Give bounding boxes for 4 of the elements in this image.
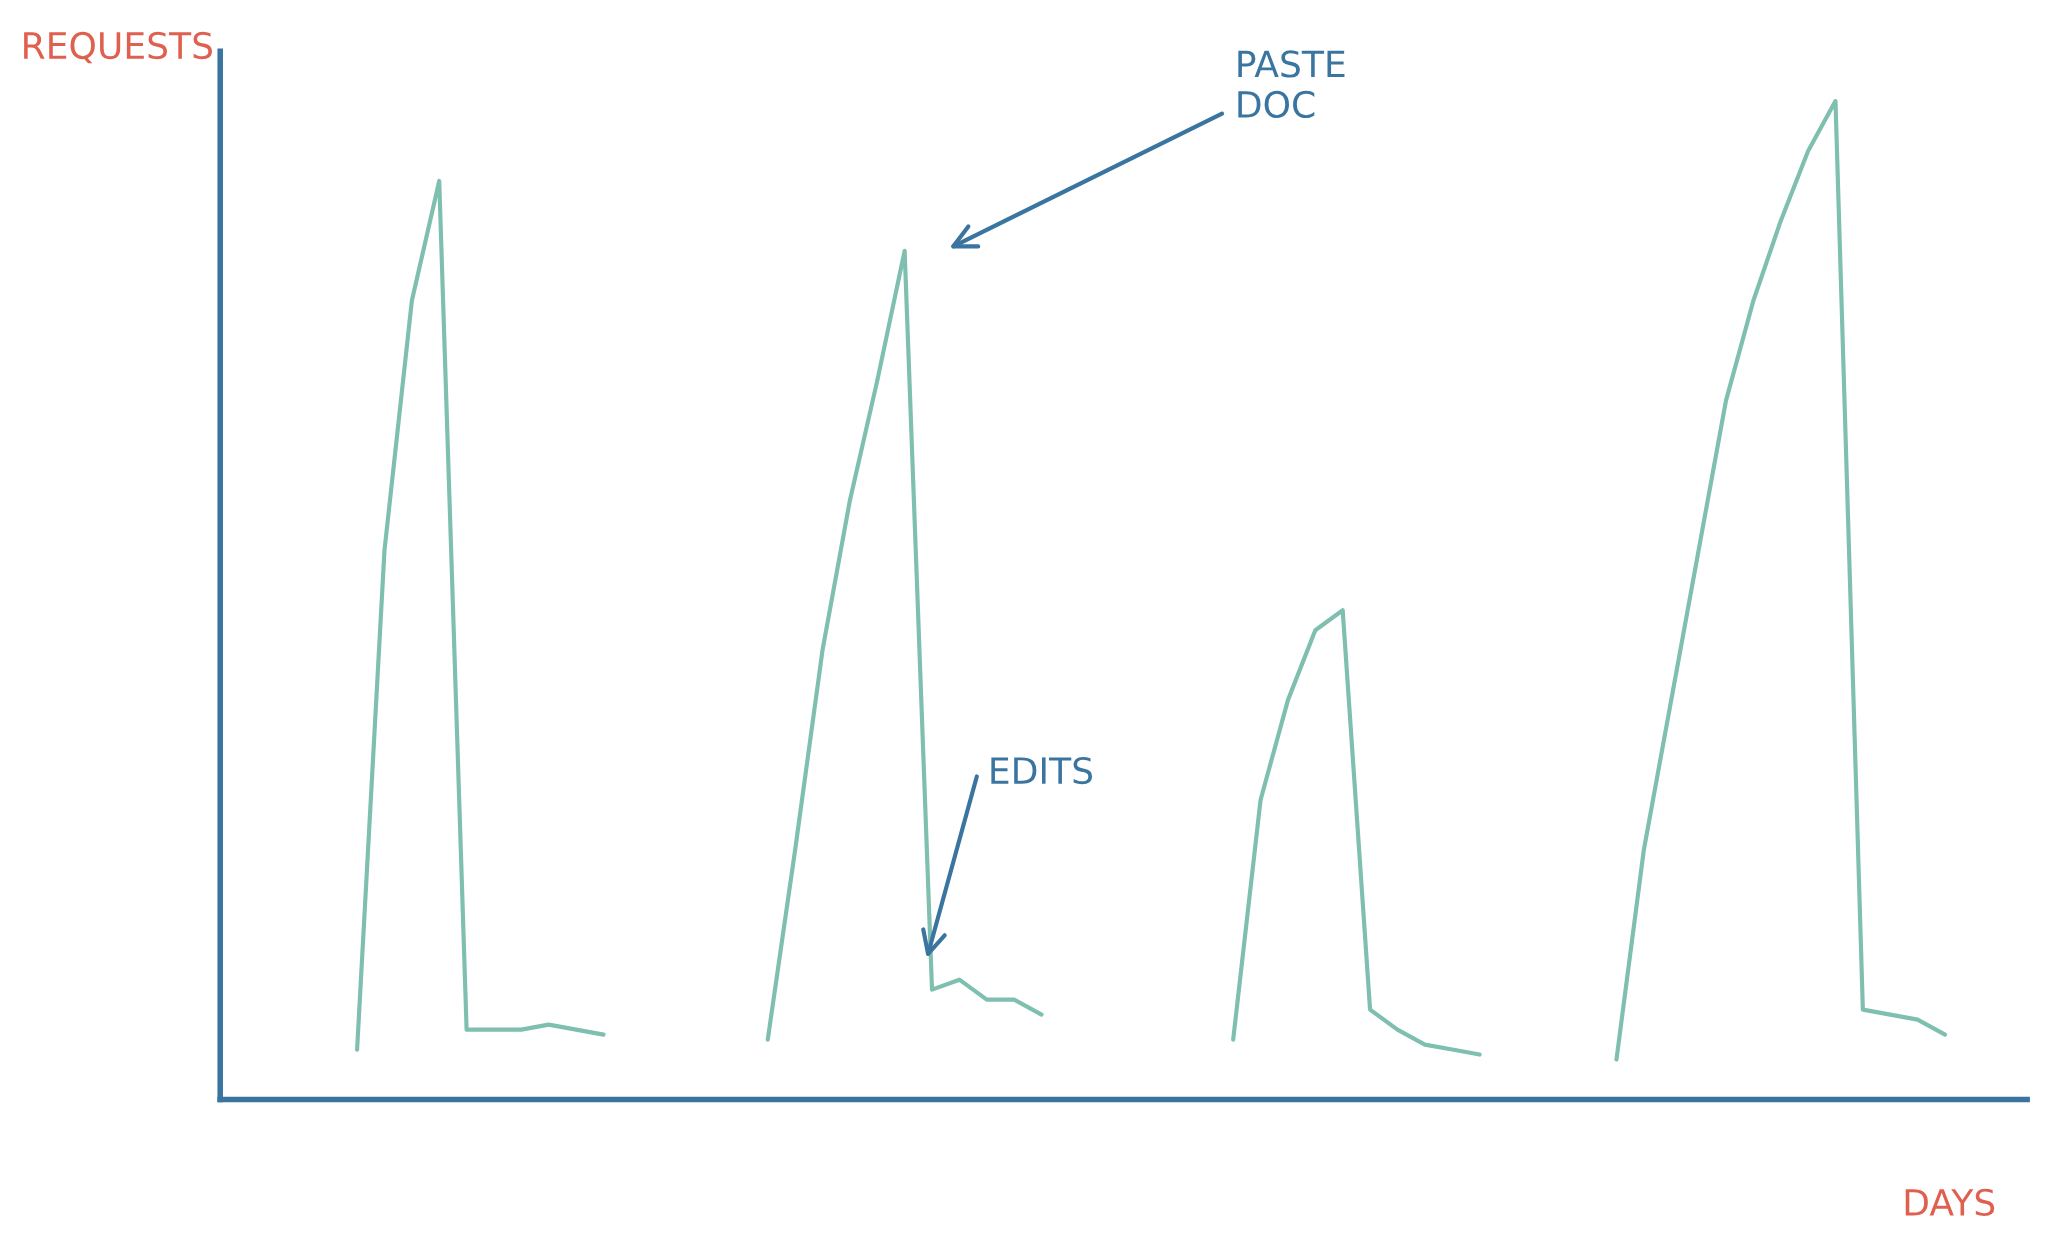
annotation: PASTE DOC [1238, 50, 1345, 119]
y-axis-title: REQUESTS [24, 31, 213, 64]
x-axis-title: DAYS [1905, 1188, 1995, 1217]
annotation: EDITS [991, 756, 1093, 785]
